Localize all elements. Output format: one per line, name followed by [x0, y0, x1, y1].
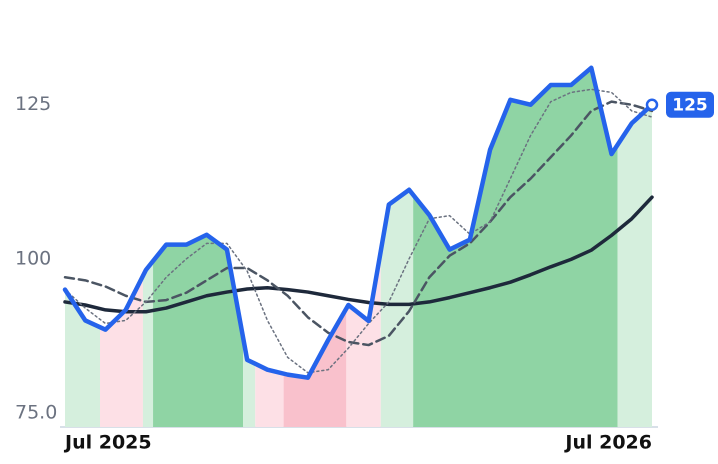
trend-band [100, 275, 143, 427]
trend-band [153, 234, 244, 427]
trend-band [255, 363, 284, 427]
y-tick-label: 100 [15, 247, 51, 269]
price-badge [666, 91, 714, 118]
moving-average-line [63, 100, 654, 347]
x-tick-label: Jul 2026 [563, 432, 652, 454]
y-tick-label: 75.0 [15, 401, 57, 423]
moving-average-line [64, 88, 653, 374]
trend-band [617, 104, 652, 427]
price-line [62, 65, 655, 380]
trend-band [413, 67, 618, 427]
price-badge-label: 125 [672, 96, 708, 116]
trend-band [346, 251, 381, 427]
y-tick-label: 125 [15, 93, 51, 115]
x-tick-label: Jul 2025 [63, 432, 152, 454]
moving-average-line [63, 195, 654, 314]
last-price-dot [645, 98, 659, 111]
trend-band [380, 189, 414, 427]
